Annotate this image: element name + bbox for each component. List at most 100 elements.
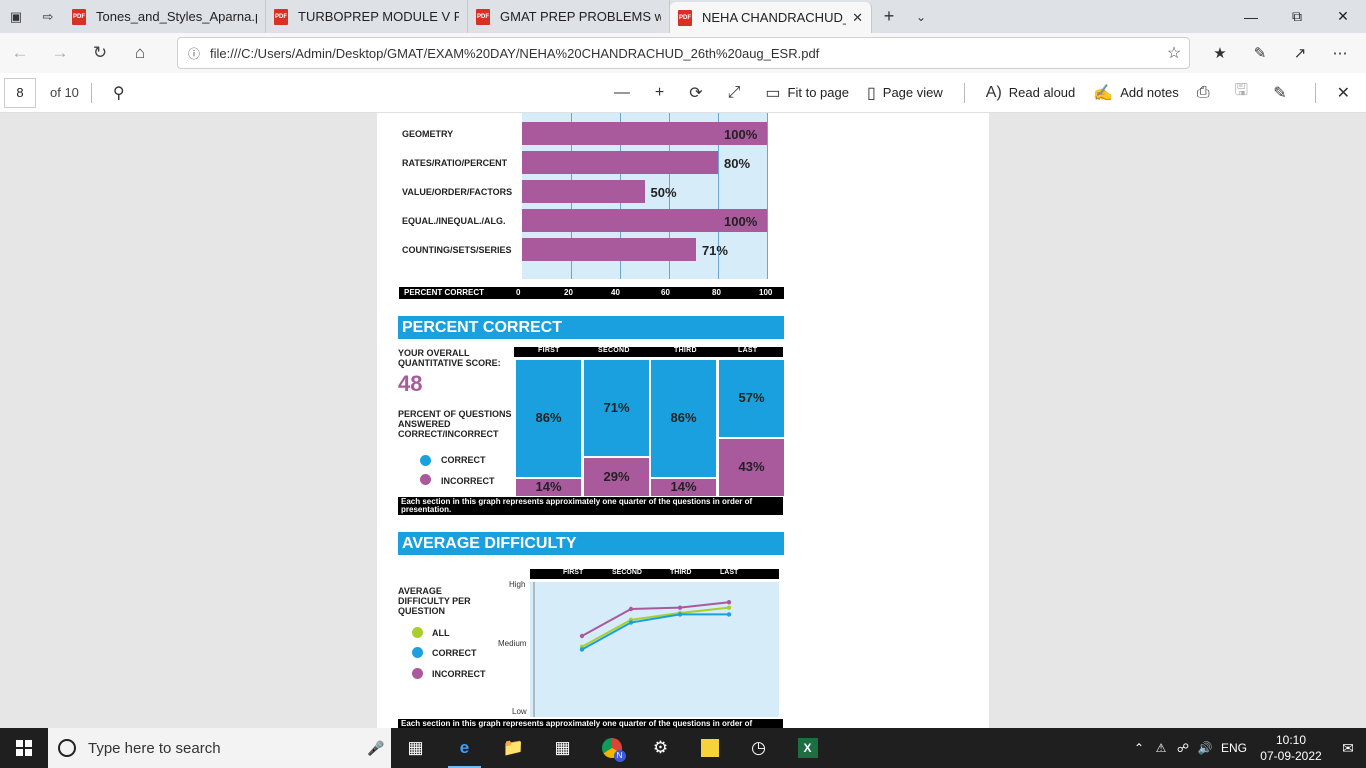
- bar-value-label: 100%: [724, 127, 758, 142]
- save-as-icon[interactable]: ✎: [1273, 84, 1287, 102]
- incorrect-segment: [650, 477, 717, 497]
- edge-icon[interactable]: e: [440, 728, 489, 768]
- start-button[interactable]: [0, 728, 48, 768]
- series-line-incorrect: [581, 601, 730, 637]
- tick-label: 40: [611, 288, 620, 297]
- rotate-icon[interactable]: ⟳: [689, 84, 703, 102]
- tab-2[interactable]: PDF TURBOPREP MODULE V FO: [266, 0, 468, 33]
- series-point-incorrect: [726, 600, 732, 605]
- tab-4-active[interactable]: PDF NEHA CHANDRACHUD_ ✕: [670, 2, 872, 33]
- correct-legend-dot: [412, 647, 423, 658]
- clock[interactable]: 10:10 07-09-2022: [1252, 732, 1330, 764]
- correct-segment: [650, 359, 717, 478]
- info-icon[interactable]: ⓘ: [187, 46, 200, 61]
- bar: [522, 122, 767, 145]
- network-icon[interactable]: ☍: [1176, 741, 1190, 755]
- app-icon[interactable]: ⚙: [652, 738, 669, 757]
- zoom-in-icon[interactable]: +: [654, 83, 665, 101]
- correct-legend-dot: [420, 455, 431, 466]
- quarter-label: LAST: [720, 569, 739, 576]
- home-icon[interactable]: ⌂: [134, 43, 146, 62]
- search-placeholder: Type here to search: [88, 739, 221, 757]
- tab-1[interactable]: PDF Tones_and_Styles_Aparna.pc: [64, 0, 266, 33]
- refresh-icon[interactable]: ↻: [92, 43, 108, 62]
- file-explorer-icon[interactable]: 📁: [502, 738, 525, 757]
- page-count: of 10: [50, 85, 79, 100]
- security-icon[interactable]: ⚠: [1155, 741, 1167, 755]
- search-icon[interactable]: ⚲: [112, 84, 125, 102]
- close-tab-icon[interactable]: ✕: [852, 9, 863, 25]
- y-level-low: Low: [512, 707, 527, 716]
- read-aloud-button[interactable]: A) Read aloud: [977, 73, 1085, 113]
- taskbar: Type here to search 🎤 ▦ e 📁 ▦ N ⚙ ◷ X ⌃ …: [0, 728, 1366, 768]
- quarter-label: THIRD: [674, 347, 697, 354]
- date: 07-09-2022: [1260, 749, 1322, 763]
- correct-segment: [583, 359, 650, 457]
- time: 10:10: [1275, 733, 1307, 747]
- gridline: [767, 113, 768, 279]
- more-icon[interactable]: ⋯: [1332, 45, 1348, 62]
- volume-icon[interactable]: 🔊: [1197, 741, 1213, 755]
- taskbar-search[interactable]: Type here to search 🎤: [48, 728, 391, 768]
- pen-icon[interactable]: ✎: [1253, 45, 1267, 62]
- language-indicator[interactable]: ENG: [1220, 741, 1247, 755]
- series-point-correct: [628, 620, 634, 625]
- tab-title: GMAT PREP PROBLEMS with: [500, 9, 661, 24]
- excel-icon[interactable]: X: [783, 728, 832, 768]
- bar: [522, 180, 645, 203]
- quarter-header: FIRST SECOND THIRD LAST: [514, 347, 783, 357]
- new-tab-button[interactable]: +: [883, 6, 895, 26]
- microphone-icon[interactable]: 🎤: [367, 739, 385, 756]
- sticky-notes-icon[interactable]: [685, 728, 734, 768]
- calculator-icon[interactable]: ▦: [554, 738, 571, 757]
- pen-icon: ✍: [1093, 84, 1114, 102]
- incorrect-legend-label: INCORRECT: [432, 669, 486, 679]
- tab-strip: ▣ ⇨ PDF Tones_and_Styles_Aparna.pc PDF T…: [0, 0, 1366, 33]
- tab-list-icon[interactable]: ⇨: [42, 8, 54, 24]
- all-legend-label: ALL: [432, 628, 450, 638]
- tick-label: 20: [564, 288, 573, 297]
- page-number-input[interactable]: 8: [4, 77, 36, 108]
- notifications-icon[interactable]: ✉: [1342, 739, 1354, 756]
- read-aloud-icon: A): [985, 83, 1002, 101]
- tab-actions-icon[interactable]: ▣: [9, 8, 23, 24]
- url-text: file:///C:/Users/Admin/Desktop/GMAT/EXAM…: [210, 45, 820, 61]
- quarter-label: LAST: [738, 347, 758, 354]
- document-viewer[interactable]: GEOMETRY 100% RATES/RATIO/PERCENT 80% VALUE/…: [0, 113, 1366, 728]
- difficulty-plot-area: [530, 582, 779, 717]
- page-view-button[interactable]: ▯ Page view: [858, 73, 952, 113]
- fit-to-page-button[interactable]: ▭ Fit to page: [756, 73, 858, 113]
- system-tray: ⌃ ⚠ ☍ 🔊 ENG 10:10 07-09-2022 ✉: [1128, 728, 1366, 768]
- correct-segment: [515, 359, 582, 478]
- tab-title: TURBOPREP MODULE V FO: [298, 9, 459, 24]
- close-window-icon[interactable]: ✕: [1337, 8, 1349, 24]
- bar-value-label: 100%: [724, 214, 758, 229]
- chevron-down-icon[interactable]: ⌄: [915, 9, 927, 24]
- save-icon[interactable]: 🖫: [1234, 82, 1249, 99]
- tick-label: 60: [661, 288, 670, 297]
- correct-value-label: 86%: [535, 410, 562, 426]
- pin-toolbar-icon[interactable]: ✕: [1336, 84, 1350, 102]
- restore-icon[interactable]: ⧉: [1292, 8, 1302, 24]
- bar-value-label: 80%: [724, 156, 751, 171]
- clock-app-icon[interactable]: ◷: [751, 738, 766, 757]
- percent-correct-header: PERCENT CORRECT: [398, 316, 784, 339]
- favorite-star-icon[interactable]: ☆: [1166, 45, 1182, 62]
- chevron-up-icon[interactable]: ⌃: [1133, 741, 1145, 755]
- url-field[interactable]: ⓘ file:///C:/Users/Admin/Desktop/GMAT/EX…: [177, 37, 1190, 69]
- chrome-icon[interactable]: N: [587, 728, 636, 768]
- task-view-icon[interactable]: ▦: [407, 738, 424, 757]
- fullscreen-icon[interactable]: ⤢: [727, 83, 741, 101]
- forward-icon[interactable]: →: [51, 43, 69, 62]
- print-icon[interactable]: ⎙: [1196, 83, 1210, 101]
- back-icon[interactable]: ←: [11, 43, 29, 62]
- minimize-icon[interactable]: —: [1244, 8, 1258, 25]
- tab-3[interactable]: PDF GMAT PREP PROBLEMS with: [468, 0, 670, 33]
- favorites-icon[interactable]: ★: [1213, 45, 1227, 62]
- difficulty-note: Each section in this graph represents ap…: [398, 719, 783, 728]
- share-icon[interactable]: ↗: [1293, 45, 1307, 62]
- bar: [522, 209, 767, 232]
- zoom-out-icon[interactable]: —: [613, 83, 630, 101]
- add-notes-button[interactable]: ✍ Add notes: [1084, 73, 1187, 113]
- quarter-label: FIRST: [538, 347, 560, 354]
